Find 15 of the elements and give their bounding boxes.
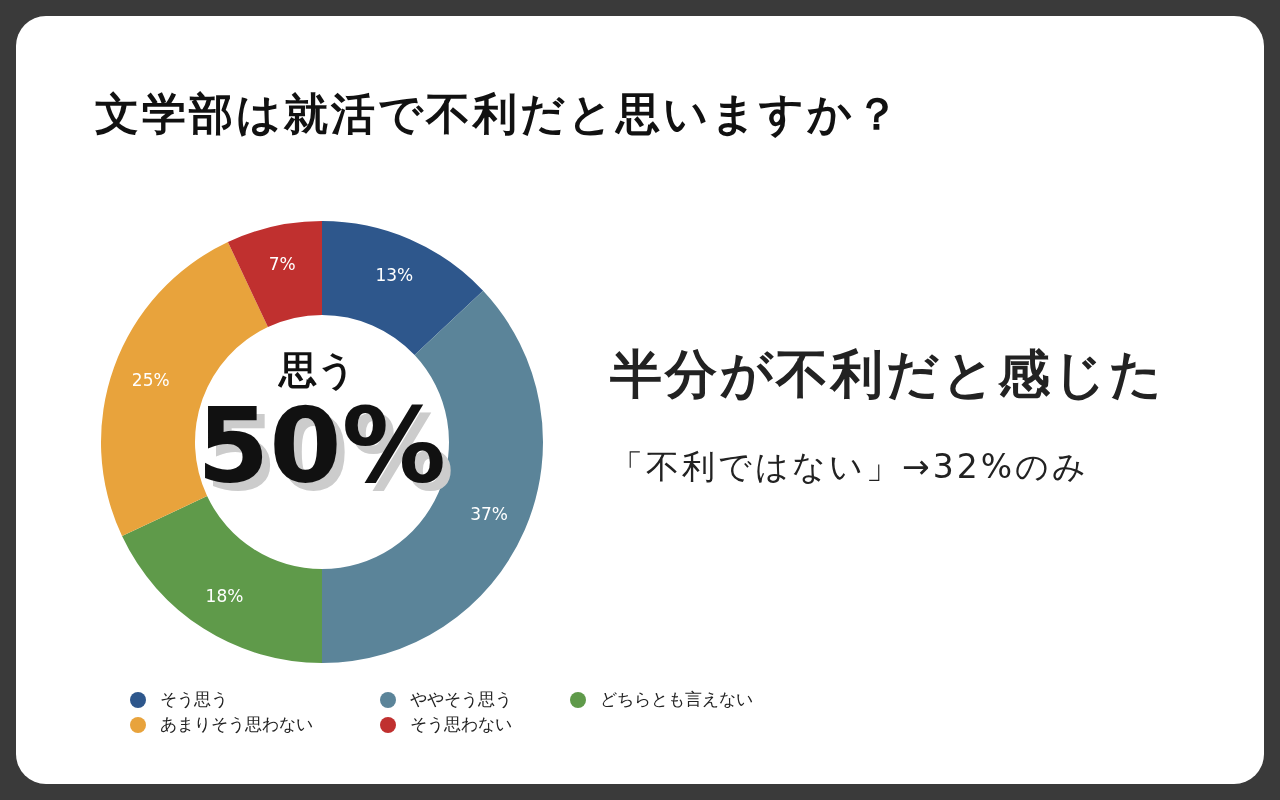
data-label: 7%	[268, 254, 296, 275]
donut-slice	[227, 221, 322, 328]
legend-label: どちらとも言えない	[600, 688, 753, 711]
legend-label: そう思う	[160, 688, 228, 711]
data-label: 37%	[470, 504, 508, 525]
data-label: 25%	[131, 370, 170, 391]
legend-label: ややそう思う	[410, 688, 512, 711]
legend-label: そう思わない	[410, 713, 512, 736]
data-label: 18%	[205, 585, 244, 606]
donut-slice	[122, 496, 322, 663]
data-label: 13%	[375, 264, 414, 285]
text: 半分が不利だと感じた	[610, 343, 1165, 406]
chart-title: 文学部は就活で不利だと思いますか？	[95, 87, 902, 141]
text: 「不利ではない」→32%のみ	[610, 446, 1089, 488]
legend-label: あまりそう思わない	[160, 713, 313, 736]
